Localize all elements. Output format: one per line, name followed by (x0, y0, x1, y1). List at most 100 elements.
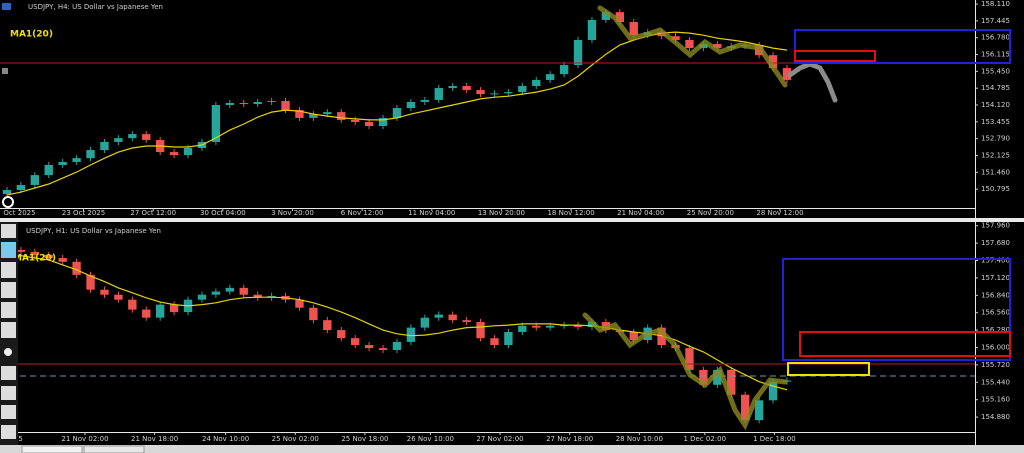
chart-title: USDJPY, H1: US Dollar vs Japanese Yen (26, 227, 161, 235)
candle-body (30, 251, 39, 255)
toolbar (0, 222, 18, 445)
candle-body (741, 394, 750, 421)
candle-body (142, 309, 151, 318)
zone-box[interactable] (799, 331, 1011, 357)
tool-button[interactable] (1, 224, 16, 238)
moving-average (6, 31, 788, 196)
highlight-stroke (597, 5, 788, 88)
candle-body (378, 117, 388, 127)
candle-body (434, 314, 443, 318)
zone-box[interactable] (794, 29, 1011, 64)
pin-icon[interactable] (2, 196, 14, 208)
candle-body (462, 320, 471, 323)
candle-body (434, 88, 443, 100)
candle-body (504, 92, 513, 94)
candle-body (615, 12, 624, 23)
candle-body (337, 330, 346, 339)
x-tick-label: 25 Nov 18:00 (341, 435, 388, 443)
x-tick-label: 26 Nov 10:00 (407, 435, 454, 443)
candle-body (490, 93, 499, 95)
tool-button[interactable] (1, 302, 16, 318)
candle-body (518, 325, 527, 332)
projection-stroke (787, 61, 838, 103)
candle-body (211, 105, 221, 142)
candle-body (183, 148, 193, 156)
tool-button[interactable] (1, 405, 16, 419)
tab-bar (0, 445, 1024, 453)
candle-body (253, 294, 262, 298)
y-tick-label: 154.785 (981, 84, 1010, 92)
tool-button[interactable] (1, 242, 16, 258)
candle-body (225, 102, 234, 106)
candle-body (128, 299, 137, 310)
tool-button[interactable] (1, 386, 16, 400)
y-tick-label: 157.960 (981, 222, 1010, 230)
tool-button[interactable] (1, 322, 16, 338)
x-tick-label: 25 Nov 02:00 (272, 435, 319, 443)
zone-box[interactable] (794, 50, 876, 62)
candle-body (768, 381, 778, 401)
candle-body (378, 348, 388, 350)
y-tick-label: 156.000 (981, 344, 1010, 352)
panel-icon[interactable] (2, 68, 8, 74)
x-tick-label: 28 Nov 10:00 (616, 435, 663, 443)
tool-button[interactable] (1, 282, 16, 298)
candle-body (142, 134, 151, 140)
panel-separator (0, 218, 1024, 222)
tool-button[interactable] (1, 425, 16, 439)
candle-body (58, 258, 67, 262)
tab[interactable] (21, 445, 83, 453)
candle-body (462, 86, 471, 91)
zone-box[interactable] (782, 258, 1011, 361)
y-tick-label: 152.790 (981, 135, 1010, 143)
y-tick-label: 155.720 (981, 361, 1010, 369)
candle-body (169, 152, 179, 156)
tool-button[interactable] (1, 366, 16, 380)
x-tick-label: 21 Nov 02:00 (61, 435, 108, 443)
candle-body (587, 19, 597, 40)
tab[interactable] (83, 445, 145, 453)
x-tick-label: 6 Nov 12:00 (341, 209, 384, 217)
h4-panel: 158.110 157.445 156.780 156.115 155.450 154.7… (2, 0, 1010, 217)
symbol-icon[interactable] (2, 3, 11, 10)
x-tick-label: 1 Dec 18:00 (753, 435, 796, 443)
candle-body (559, 65, 569, 75)
candle-body (295, 299, 304, 308)
candle-body (86, 150, 95, 159)
x-tick-label: 28 Nov 12:00 (756, 209, 803, 217)
candle-body (197, 294, 207, 300)
y-tick-label: 157.680 (981, 239, 1010, 247)
moving-average (6, 254, 788, 391)
y-tick-label: 155.440 (981, 378, 1010, 386)
y-tick-label: 156.560 (981, 309, 1010, 317)
candle-body (100, 141, 109, 151)
candle-body (546, 325, 555, 328)
candle-body (448, 86, 457, 89)
candle-body (211, 291, 221, 295)
y-tick-label: 155.450 (981, 67, 1010, 75)
y-tick-label: 157.120 (981, 274, 1010, 282)
candle-body (253, 101, 262, 104)
indicator-label: MA1(20) (13, 254, 56, 264)
candle-body (267, 100, 276, 102)
candle-body (782, 68, 792, 80)
candle-body (239, 102, 248, 104)
x-tick-label: 27 Oct 12:00 (130, 209, 176, 217)
candle-body (476, 90, 485, 95)
candle-body (281, 100, 290, 111)
candle-body (364, 345, 374, 349)
y-tick-label: 157.400 (981, 257, 1010, 265)
candle-body (351, 338, 360, 346)
tool-button[interactable] (4, 348, 12, 356)
candle-body (323, 320, 332, 331)
candle-body (72, 158, 81, 162)
zone-box[interactable] (787, 362, 870, 376)
indicator-label: MA1(20) (10, 30, 53, 40)
x-tick-label: 18 Nov 12:00 (547, 209, 594, 217)
candle-body (100, 289, 109, 295)
highlight-stroke (582, 312, 788, 431)
candle-body (406, 327, 416, 342)
candle-body (448, 314, 457, 321)
tool-button[interactable] (1, 262, 16, 278)
